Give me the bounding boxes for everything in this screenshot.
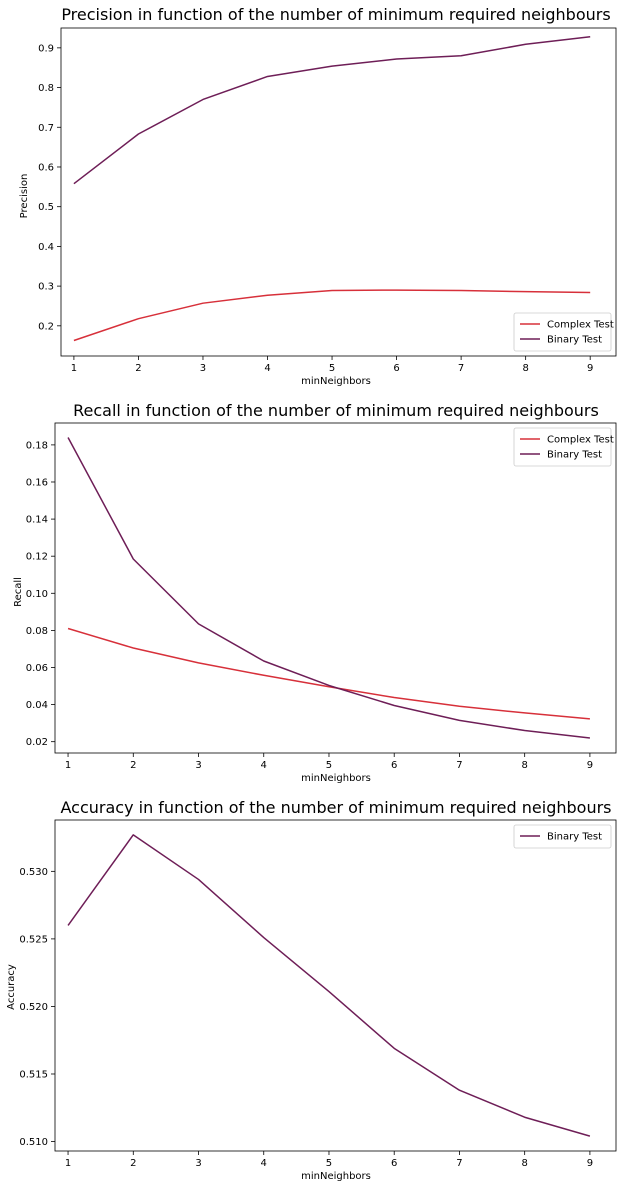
x-tick-label: 1 (65, 760, 71, 771)
x-tick-label: 4 (261, 1158, 267, 1169)
axes-frame (54, 422, 617, 754)
y-tick-label: 0.16 (26, 477, 48, 488)
x-tick-label: 9 (587, 760, 593, 771)
y-tick-label: 0.515 (19, 1069, 48, 1080)
x-tick-label: 7 (456, 760, 462, 771)
legend-box (513, 427, 612, 467)
y-tick-label: 0.520 (19, 1002, 48, 1013)
series-line-binary-test (67, 437, 590, 739)
series-line-binary-test (67, 834, 591, 1137)
y-tick-label: 0.02 (26, 737, 48, 748)
y-tick-label: 0.12 (26, 552, 48, 563)
series-line-complex-test (67, 627, 590, 720)
y-tick-label: 0.4 (38, 242, 54, 253)
x-tick-label: 7 (456, 1158, 462, 1169)
y-tick-label: 0.18 (26, 440, 48, 451)
x-tick-label: 2 (135, 363, 141, 374)
x-tick-label: 1 (71, 363, 77, 374)
x-tick-label: 2 (130, 1158, 136, 1169)
series-line-complex-test (73, 289, 591, 342)
axes-frame (60, 27, 617, 357)
y-tick-label: 0.3 (38, 282, 54, 293)
x-tick-label: 5 (329, 363, 335, 374)
y-axis-label: Recall (13, 577, 24, 607)
x-tick-label: 5 (326, 1158, 332, 1169)
x-tick-label: 6 (393, 363, 399, 374)
accuracy-chart: Accuracy in function of the number of mi… (6, 798, 617, 1182)
x-tick-label: 6 (391, 760, 397, 771)
y-tick-label: 0.06 (26, 663, 48, 674)
y-tick-label: 0.510 (19, 1137, 48, 1148)
x-tick-label: 1 (65, 1158, 71, 1169)
x-tick-label: 8 (521, 1158, 527, 1169)
x-tick-label: 6 (391, 1158, 397, 1169)
x-tick-label: 8 (522, 363, 528, 374)
y-tick-label: 0.14 (26, 515, 48, 526)
legend-entry: Binary Test (547, 450, 602, 461)
x-tick-label: 4 (261, 760, 267, 771)
legend: Complex Test Binary Test (513, 427, 614, 467)
x-axis-label: minNeighbors (301, 376, 371, 387)
y-tick-label: 0.10 (26, 589, 48, 600)
y-tick-label: 0.5 (38, 202, 54, 213)
y-tick-label: 0.2 (38, 321, 54, 332)
axes-frame (54, 819, 617, 1152)
y-tick-label: 0.6 (38, 162, 54, 173)
x-tick-label: 3 (200, 363, 206, 374)
chart-title: Recall in function of the number of mini… (73, 401, 599, 420)
y-tick-label: 0.8 (38, 83, 54, 94)
legend-box (513, 312, 612, 352)
legend-entry: Binary Test (547, 335, 602, 346)
y-tick-label: 0.04 (26, 700, 48, 711)
x-tick-label: 7 (458, 363, 464, 374)
legend-box (513, 824, 612, 849)
x-tick-label: 9 (587, 1158, 593, 1169)
x-tick-label: 9 (587, 363, 593, 374)
x-tick-label: 8 (521, 760, 527, 771)
x-tick-label: 2 (130, 760, 136, 771)
legend: Binary Test (513, 824, 612, 849)
legend-entry: Binary Test (547, 832, 602, 843)
x-tick-label: 3 (195, 1158, 201, 1169)
x-tick-label: 5 (326, 760, 332, 771)
chart-title: Precision in function of the number of m… (61, 5, 610, 24)
precision-chart: Precision in function of the number of m… (19, 5, 617, 387)
recall-chart: Recall in function of the number of mini… (13, 401, 617, 784)
y-tick-label: 0.530 (19, 867, 48, 878)
y-tick-label: 0.7 (38, 123, 54, 134)
x-tick-label: 4 (264, 363, 270, 374)
y-tick-label: 0.9 (38, 43, 54, 54)
legend: Complex Test Binary Test (513, 312, 614, 352)
y-axis-label: Accuracy (6, 964, 17, 1010)
chart-title: Accuracy in function of the number of mi… (60, 798, 611, 817)
legend-entry: Complex Test (547, 320, 614, 331)
x-axis-label: minNeighbors (301, 773, 371, 784)
y-tick-label: 0.08 (26, 626, 48, 637)
series-line-binary-test (73, 35, 591, 185)
y-tick-label: 0.525 (19, 934, 48, 945)
y-axis-label: Precision (19, 174, 30, 219)
x-tick-label: 3 (195, 760, 201, 771)
legend-entry: Complex Test (547, 435, 614, 446)
x-axis-label: minNeighbors (301, 1171, 371, 1182)
